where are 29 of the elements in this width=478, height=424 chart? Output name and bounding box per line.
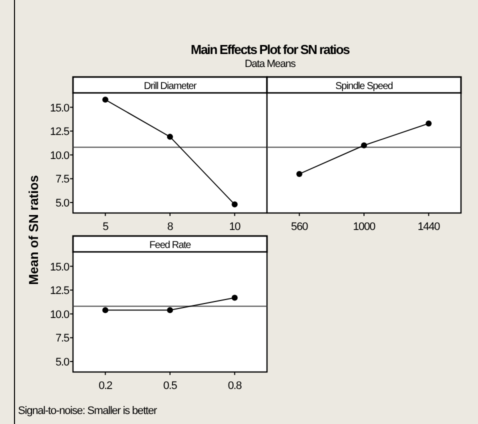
y-tick-label: 15.0 bbox=[50, 261, 70, 274]
y-tick-label: 12.5 bbox=[50, 126, 70, 138]
x-tick-label: 5 bbox=[102, 221, 109, 233]
chart-title: Feed Rate bbox=[149, 240, 192, 251]
x-tick-label: 10 bbox=[229, 221, 241, 233]
x-tick-label: 560 bbox=[291, 221, 308, 233]
y-tick-label: 12.5 bbox=[50, 285, 70, 298]
point bbox=[102, 96, 108, 103]
x-tick-label: 1000 bbox=[352, 221, 376, 233]
y-tick-label: 5.0 bbox=[56, 356, 70, 369]
text: Data Means bbox=[244, 58, 296, 70]
x-tick-label: 0.8 bbox=[228, 380, 242, 392]
text: Signal-to-noise: Smaller is better bbox=[18, 405, 158, 417]
y-tick-label: 7.5 bbox=[56, 174, 70, 186]
x-tick-label: 0.5 bbox=[163, 380, 178, 392]
x-tick-label: 8 bbox=[167, 221, 174, 233]
chart-title: Drill Diameter bbox=[144, 81, 198, 92]
y-axis-title: Mean of SN ratios bbox=[26, 175, 41, 285]
chart-title: Spindle Speed bbox=[335, 81, 393, 92]
point bbox=[167, 134, 173, 140]
y-tick-label: 10.0 bbox=[50, 150, 70, 162]
point bbox=[232, 201, 238, 208]
x-tick-label: 1440 bbox=[418, 221, 440, 233]
y-tick-label: 10.0 bbox=[50, 308, 70, 321]
text: Main Effects Plot for SN ratios bbox=[190, 42, 350, 57]
y-tick-label: 5.0 bbox=[56, 198, 70, 210]
y-tick-label: 7.5 bbox=[56, 332, 70, 345]
x-tick-label: 0.2 bbox=[98, 380, 113, 392]
y-tick-label: 15.0 bbox=[50, 102, 70, 114]
